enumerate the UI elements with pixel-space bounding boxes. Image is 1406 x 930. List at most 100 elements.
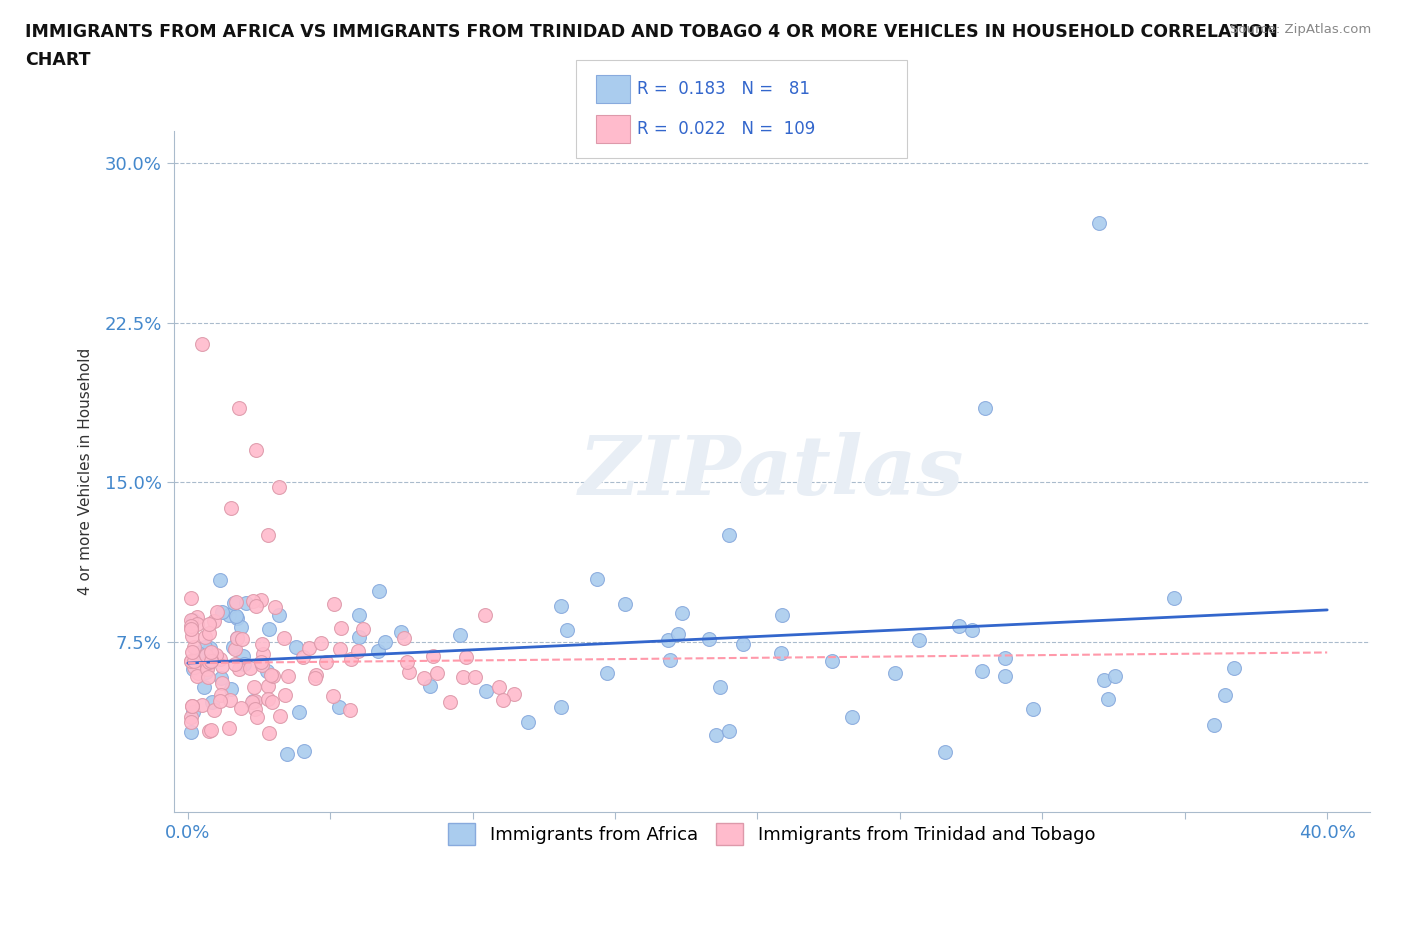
Point <box>516 714 538 729</box>
Point <box>330 621 353 636</box>
Point <box>948 618 970 633</box>
Point <box>200 723 222 737</box>
Point <box>419 679 441 694</box>
Point <box>259 725 281 740</box>
Point <box>186 617 208 631</box>
Point <box>304 668 326 683</box>
Point <box>374 634 396 649</box>
Point <box>1088 215 1111 230</box>
Point <box>233 657 256 671</box>
Point <box>262 669 284 684</box>
Point <box>288 705 311 720</box>
Point <box>398 665 420 680</box>
Point <box>225 631 247 645</box>
Point <box>841 709 863 724</box>
Point <box>1097 691 1119 706</box>
Point <box>267 479 290 494</box>
Point <box>309 635 332 650</box>
Point <box>226 631 249 645</box>
Point <box>180 715 202 730</box>
Point <box>197 662 219 677</box>
Point <box>209 671 232 685</box>
Point <box>195 665 218 680</box>
Point <box>181 705 204 720</box>
Point <box>224 658 246 672</box>
Point <box>245 443 267 458</box>
Point <box>195 659 218 674</box>
Point <box>260 667 283 682</box>
Point <box>769 645 792 660</box>
Point <box>273 631 295 645</box>
Y-axis label: 4 or more Vehicles in Household: 4 or more Vehicles in Household <box>79 348 93 595</box>
Point <box>180 698 202 713</box>
Point <box>277 669 299 684</box>
Point <box>180 621 202 636</box>
Point <box>367 643 389 658</box>
Point <box>197 626 219 641</box>
Point <box>226 611 249 626</box>
Point <box>186 669 208 684</box>
Point <box>235 596 257 611</box>
Point <box>180 698 202 713</box>
Point <box>183 662 205 677</box>
Point <box>249 592 271 607</box>
Point <box>960 623 983 638</box>
Point <box>187 666 209 681</box>
Point <box>329 642 352 657</box>
Point <box>474 607 496 622</box>
Point <box>257 622 280 637</box>
Point <box>222 596 245 611</box>
Point <box>232 649 254 664</box>
Point <box>180 628 202 643</box>
Point <box>198 655 221 670</box>
Point <box>1163 591 1185 605</box>
Point <box>368 583 391 598</box>
Point <box>245 599 267 614</box>
Point <box>186 610 208 625</box>
Point <box>250 655 273 670</box>
Point <box>884 665 907 680</box>
Point <box>1104 669 1126 684</box>
Point <box>550 699 572 714</box>
Point <box>180 710 202 724</box>
Point <box>671 605 693 620</box>
Point <box>994 650 1017 665</box>
Point <box>613 596 636 611</box>
Point <box>195 647 218 662</box>
Point <box>821 654 844 669</box>
Point <box>224 642 246 657</box>
Text: CHART: CHART <box>25 51 91 69</box>
Point <box>204 648 226 663</box>
Point <box>180 653 202 668</box>
Point <box>180 591 202 605</box>
Point <box>225 594 247 609</box>
Text: IMMIGRANTS FROM AFRICA VS IMMIGRANTS FROM TRINIDAD AND TOBAGO 4 OR MORE VEHICLES: IMMIGRANTS FROM AFRICA VS IMMIGRANTS FRO… <box>25 23 1278 41</box>
Point <box>245 702 267 717</box>
Text: R =  0.183   N =   81: R = 0.183 N = 81 <box>637 80 810 99</box>
Point <box>211 604 233 619</box>
Point <box>1022 701 1045 716</box>
Point <box>284 640 307 655</box>
Point <box>201 695 224 710</box>
Point <box>191 337 214 352</box>
Point <box>666 626 689 641</box>
Point <box>453 670 475 684</box>
Point <box>250 658 273 672</box>
Point <box>187 645 209 660</box>
Point <box>198 724 221 738</box>
Point <box>183 640 205 655</box>
Point <box>180 654 202 669</box>
Point <box>550 599 572 614</box>
Point <box>1213 687 1236 702</box>
Point <box>340 652 363 667</box>
Point <box>243 694 266 709</box>
Point <box>218 608 240 623</box>
Point <box>352 621 374 636</box>
Point <box>454 650 477 665</box>
Point <box>242 694 264 709</box>
Point <box>659 653 682 668</box>
Point <box>347 607 370 622</box>
Text: R =  0.022   N =  109: R = 0.022 N = 109 <box>637 120 815 139</box>
Point <box>731 637 754 652</box>
Point <box>180 613 202 628</box>
